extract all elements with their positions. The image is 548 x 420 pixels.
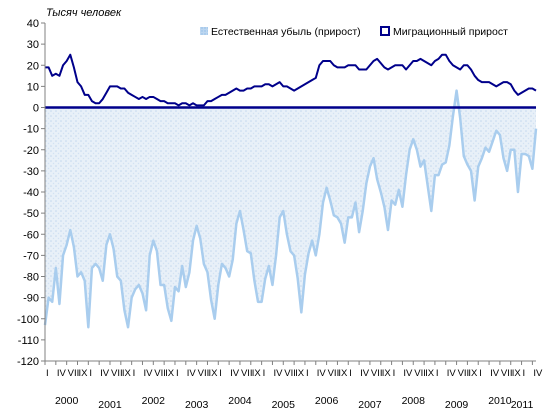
x-tick-label: I bbox=[523, 368, 526, 379]
x-year-label: 2001 bbox=[98, 399, 122, 411]
x-tick-label: IX bbox=[78, 368, 88, 379]
x-tick-label: IX bbox=[468, 368, 478, 379]
legend-item-migration: Миграционный прирост bbox=[380, 26, 508, 38]
y-tick-label: -50 bbox=[23, 208, 39, 220]
x-year-label: 2000 bbox=[55, 395, 79, 407]
plot-area bbox=[43, 53, 538, 329]
x-tick-label: I bbox=[219, 368, 222, 379]
x-tick-label: VII bbox=[501, 368, 513, 379]
x-tick-label: I bbox=[133, 368, 136, 379]
x-year-label: 2005 bbox=[272, 399, 296, 411]
y-tick-label: -30 bbox=[23, 166, 39, 178]
x-tick-label: VII bbox=[328, 368, 340, 379]
x-tick-label: IV bbox=[490, 368, 500, 379]
y-tick-label: 20 bbox=[27, 60, 39, 72]
y-tick-label: -90 bbox=[23, 293, 39, 305]
x-tick-label: I bbox=[89, 368, 92, 379]
x-tick-label: IX bbox=[338, 368, 348, 379]
legend-label-migration: Миграционный прирост bbox=[393, 26, 508, 38]
y-tick-label: 40 bbox=[27, 18, 39, 30]
y-tick-label: -40 bbox=[23, 187, 39, 199]
x-year-label: 2009 bbox=[445, 399, 469, 411]
migration-line bbox=[45, 53, 537, 107]
x-year-label: 2006 bbox=[315, 395, 339, 407]
legend-swatch-migration bbox=[380, 26, 390, 36]
x-tick-label: VII bbox=[414, 368, 426, 379]
x-tick-label: I bbox=[176, 368, 179, 379]
x-tick-label: VII bbox=[154, 368, 166, 379]
x-year-label: 2002 bbox=[142, 395, 166, 407]
x-year-label: 2003 bbox=[185, 399, 209, 411]
y-tick-label: -100 bbox=[17, 314, 39, 326]
y-axis-title: Тысяч человек bbox=[46, 7, 122, 19]
x-year-label: 2011 bbox=[511, 399, 534, 411]
x-year-label: 2007 bbox=[358, 399, 382, 411]
x-tick-label: IV bbox=[187, 368, 197, 379]
x-tick-label: IX bbox=[382, 368, 392, 379]
y-tick-label: -10 bbox=[23, 124, 39, 136]
y-tick-label: -120 bbox=[17, 356, 39, 368]
natural-area bbox=[45, 90, 536, 328]
x-tick-label: VII bbox=[284, 368, 296, 379]
x-tick-label: IV bbox=[360, 368, 370, 379]
x-tick-label: VII bbox=[68, 368, 80, 379]
x-year-label: 2004 bbox=[228, 395, 252, 407]
y-axis: 40 30 20 10 0 -10 -20 -30 -40 -50 -60 -70 -80 -90 -100… bbox=[17, 18, 46, 368]
legend-swatch-natural bbox=[200, 27, 208, 35]
x-tick-label: I bbox=[393, 368, 396, 379]
x-tick-label: IV bbox=[143, 368, 153, 379]
x-tick-label: IX bbox=[252, 368, 262, 379]
y-tick-label: 30 bbox=[27, 39, 39, 51]
x-tick-label: VII bbox=[111, 368, 123, 379]
y-tick-label: -20 bbox=[23, 145, 39, 157]
x-tick-label: IX bbox=[512, 368, 522, 379]
x-tick-label: VII bbox=[458, 368, 470, 379]
x-tick-label: IX bbox=[165, 368, 175, 379]
x-tick-label: I bbox=[263, 368, 266, 379]
x-tick-label: VII bbox=[198, 368, 210, 379]
x-tick-label: IV bbox=[57, 368, 67, 379]
y-tick-label: 10 bbox=[27, 81, 39, 93]
legend-label-natural: Естественная убыль (прирост) bbox=[211, 26, 361, 38]
legend-item-natural: Естественная убыль (прирост) bbox=[200, 26, 361, 38]
y-tick-label: -70 bbox=[23, 250, 39, 262]
x-tick-label: VII bbox=[241, 368, 253, 379]
legend: Естественная убыль (прирост) Миграционны… bbox=[200, 26, 508, 38]
x-tick-label: IV bbox=[447, 368, 457, 379]
y-tick-label: -60 bbox=[23, 229, 39, 241]
x-tick-label: I bbox=[349, 368, 352, 379]
x-tick-label: IX bbox=[122, 368, 132, 379]
x-tick-label: I bbox=[436, 368, 439, 379]
x-tick-label: IX bbox=[295, 368, 305, 379]
x-tick-label: IV bbox=[533, 368, 543, 379]
x-tick-label: IV bbox=[403, 368, 413, 379]
y-tick-label: -80 bbox=[23, 272, 39, 284]
x-tick-label: I bbox=[306, 368, 309, 379]
x-tick-label: IV bbox=[100, 368, 110, 379]
y-tick-label: 0 bbox=[33, 103, 39, 115]
x-tick-label: I bbox=[479, 368, 482, 379]
x-tick-label: IX bbox=[425, 368, 435, 379]
x-tick-label: IV bbox=[273, 368, 283, 379]
x-year-label: 2008 bbox=[402, 395, 426, 407]
x-tick-label: VII bbox=[371, 368, 383, 379]
x-tick-label: IV bbox=[317, 368, 327, 379]
x-tick-label: IV bbox=[230, 368, 240, 379]
y-tick-label: -110 bbox=[18, 335, 39, 347]
x-tick-label: IX bbox=[208, 368, 218, 379]
x-tick-label: I bbox=[46, 368, 49, 379]
x-year-label: 2010 bbox=[488, 395, 512, 407]
